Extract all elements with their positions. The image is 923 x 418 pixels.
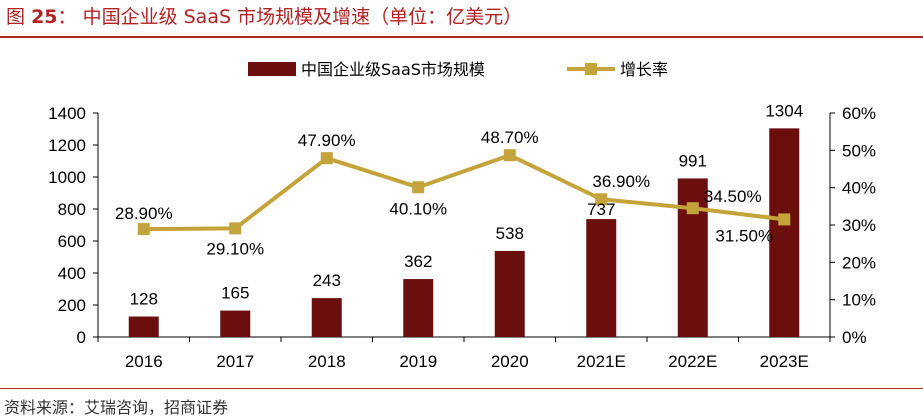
growth-value-label: 40.10% [389, 199, 447, 218]
x-tick-label: 2016 [125, 352, 163, 371]
bar [494, 250, 525, 337]
x-tick-label: 2023E [760, 352, 809, 371]
bar-value-label: 362 [404, 252, 432, 271]
x-tick-label: 2018 [308, 352, 346, 371]
x-tick-label: 2019 [399, 352, 437, 371]
figure-number: 25 [31, 6, 58, 28]
bar [311, 298, 342, 337]
y-left-tick-label: 0 [77, 328, 86, 347]
y-left-tick-label: 200 [58, 296, 86, 315]
figure-prefix: 图 [6, 6, 26, 28]
growth-value-label: 48.70% [481, 128, 539, 147]
growth-point [778, 213, 791, 226]
title-divider [0, 36, 923, 38]
growth-value-label: 28.90% [115, 204, 173, 223]
growth-point [595, 193, 608, 206]
bar [586, 219, 617, 337]
y-left-tick-label: 1200 [48, 136, 86, 155]
y-right-tick-label: 20% [842, 253, 876, 272]
figure-title: 图 25： 中国企业级 SaaS 市场规模及增速（单位：亿美元） [6, 2, 522, 29]
bar [128, 316, 159, 337]
growth-point [686, 202, 699, 215]
y-left-tick-label: 600 [58, 232, 86, 251]
legend-line-marker [585, 63, 597, 75]
x-tick-label: 2022E [668, 352, 717, 371]
bar-value-label: 538 [496, 224, 524, 243]
legend-bar-label: 中国企业级SaaS市场规模 [301, 60, 485, 79]
y-left-tick-label: 800 [58, 200, 86, 219]
bar [769, 128, 800, 337]
growth-point [503, 149, 516, 162]
y-right-tick-label: 10% [842, 291, 876, 310]
bar-value-label: 737 [587, 200, 615, 219]
bar-value-label: 991 [679, 151, 707, 170]
y-left-tick-label: 400 [58, 264, 86, 283]
bar [220, 310, 251, 337]
y-right-tick-label: 0% [842, 328, 867, 347]
x-tick-label: 2021E [577, 352, 626, 371]
legend: 中国企业级SaaS市场规模 增长率 [248, 60, 668, 79]
bar-value-label: 243 [313, 271, 341, 290]
growth-point [320, 152, 333, 165]
plot-area: 0 200 400 600 800 1000 1200 1400 0% 10% 20% 30% 40% 5… [48, 101, 876, 371]
growth-point [412, 181, 425, 194]
figure-colon: ： [57, 6, 77, 28]
growth-value-label: 36.90% [592, 172, 650, 191]
bar [403, 279, 434, 337]
y-right-tick-label: 40% [842, 179, 876, 198]
y-left-tick-label: 1400 [48, 104, 86, 123]
y-left-tick-label: 1000 [48, 168, 86, 187]
figure-title-text: 中国企业级 SaaS 市场规模及增速（单位：亿美元） [82, 6, 523, 28]
growth-point [229, 222, 242, 235]
legend-line-label: 增长率 [620, 60, 668, 79]
growth-value-label: 29.10% [206, 239, 264, 258]
y-right-tick-label: 50% [842, 141, 876, 160]
growth-value-label: 47.90% [298, 131, 356, 150]
y-right-tick-label: 30% [842, 216, 876, 235]
growth-value-label: 31.50% [715, 226, 773, 245]
growth-point [137, 223, 150, 236]
bar-value-label: 128 [130, 290, 158, 309]
bar-value-label: 165 [221, 284, 249, 303]
x-tick-label: 2017 [216, 352, 254, 371]
bar-value-label: 1304 [765, 101, 803, 120]
growth-line [143, 153, 785, 232]
growth-value-label: 34.50% [704, 187, 762, 206]
source-note: 资料来源：艾瑞咨询，招商证券 [4, 398, 229, 417]
legend-bar-swatch [248, 62, 296, 76]
y-right-tick-label: 60% [842, 104, 876, 123]
footer-divider [0, 388, 923, 389]
x-tick-label: 2020 [491, 352, 529, 371]
